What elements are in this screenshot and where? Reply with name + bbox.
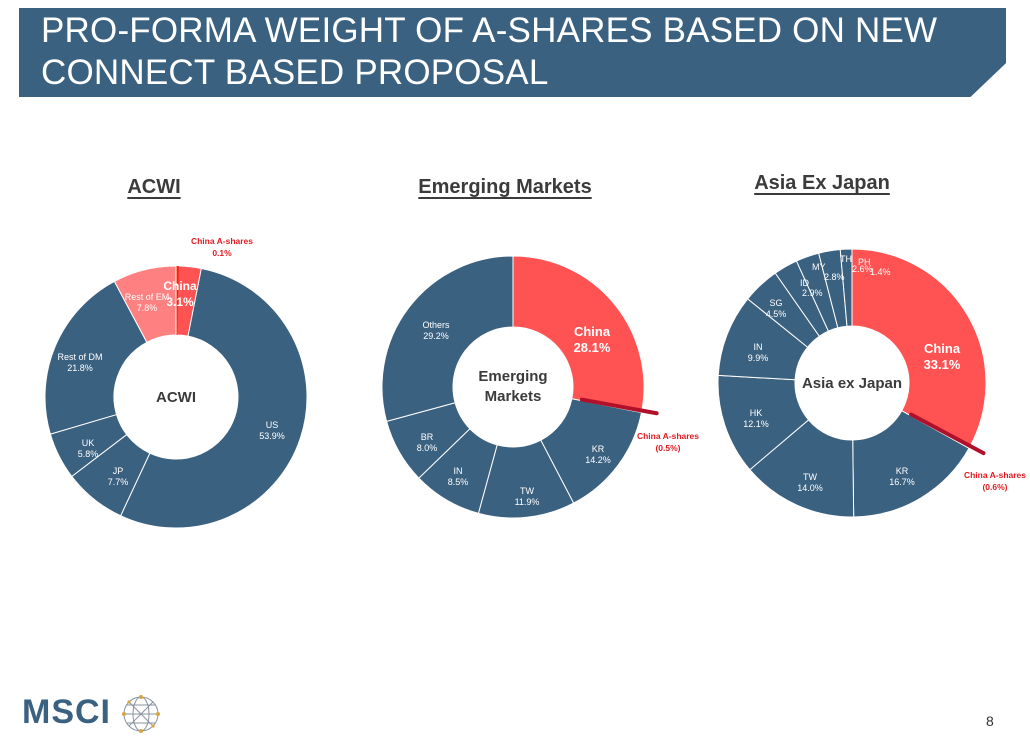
label-hk: HK — [750, 408, 763, 418]
globe-logo-icon — [122, 695, 160, 733]
value-br: 8.0% — [417, 443, 438, 453]
title-banner: PRO-FORMA WEIGHT OF A-SHARES BASED ON NE… — [19, 8, 1006, 97]
slice-china-a-shares — [176, 266, 179, 336]
label-china: China — [163, 279, 197, 293]
slice-kr — [852, 410, 970, 518]
value-kr: 16.7% — [889, 477, 915, 487]
value-us: 53.9% — [259, 431, 285, 441]
center-label-1: Markets — [485, 388, 542, 405]
a-shares-marker — [579, 397, 659, 416]
label-uk: UK — [82, 438, 95, 448]
donut-asia-ex-japan — [717, 248, 987, 518]
label-in: IN — [454, 466, 463, 476]
value-in: 8.5% — [448, 477, 469, 487]
value-my: 2.8% — [824, 272, 845, 282]
a-shares-label: China A-shares — [637, 431, 699, 441]
slice-china — [851, 248, 987, 449]
center-label: ACWI — [156, 389, 196, 406]
center-label: Asia ex Japan — [802, 375, 902, 392]
a-shares-value: 0.1% — [212, 248, 232, 258]
a-shares-label: China A-shares — [964, 470, 1026, 480]
label-id: ID — [800, 278, 810, 288]
chart-title-acwi: ACWI — [127, 176, 181, 198]
value-th: 2.6% — [852, 264, 873, 274]
value-rest-of-dm: 21.8% — [67, 363, 93, 373]
label-others: Others — [422, 320, 450, 330]
label-in: IN — [754, 342, 763, 352]
label-my: MY — [812, 262, 826, 272]
value-uk: 5.8% — [78, 449, 99, 459]
slice-rest-of-dm — [44, 280, 148, 435]
value-sg: 4.5% — [766, 309, 787, 319]
slice-rest-of-em — [113, 265, 177, 343]
label-rest-of-em: Rest of EM — [125, 292, 170, 302]
slice-tw — [749, 419, 855, 518]
a-shares-value: (0.5%) — [655, 443, 680, 453]
slice-us — [119, 267, 308, 529]
chart-title-emerging-markets: Emerging Markets — [418, 176, 592, 198]
center-label-0: Emerging — [478, 368, 547, 385]
label-kr: KR — [896, 466, 909, 476]
slide-title: PRO-FORMA WEIGHT OF A-SHARES BASED ON NE… — [41, 11, 938, 92]
label-br: BR — [421, 432, 434, 442]
a-shares-value: (0.6%) — [982, 482, 1007, 492]
value-in: 9.9% — [748, 353, 769, 363]
label-th: TH — [840, 254, 852, 264]
slice-others — [381, 255, 514, 423]
a-shares-marker — [909, 412, 986, 456]
chart-title-asia-ex-japan: Asia Ex Japan — [754, 172, 890, 194]
donut-emerging-markets — [381, 255, 659, 519]
value-others: 29.2% — [423, 331, 449, 341]
label-jp: JP — [113, 466, 124, 476]
a-shares-label: China A-shares — [191, 236, 253, 246]
label-ph: PH — [858, 257, 871, 267]
slice-ph — [839, 248, 853, 327]
label-kr: KR — [592, 444, 605, 454]
donut-acwi — [44, 265, 308, 529]
label-rest-of-dm: Rest of DM — [57, 352, 102, 362]
value-kr: 14.2% — [585, 455, 611, 465]
value-china: 3.1% — [166, 295, 194, 309]
value-id: 2.9% — [802, 288, 823, 298]
label-china: China — [574, 324, 611, 339]
value-tw: 11.9% — [515, 497, 540, 507]
label-tw: TW — [803, 472, 817, 482]
label-us: US — [266, 420, 279, 430]
value-ph: 1.4% — [870, 267, 891, 277]
label-sg: SG — [769, 298, 782, 308]
label-tw: TW — [520, 486, 534, 496]
value-tw: 14.0% — [797, 483, 823, 493]
value-jp: 7.7% — [108, 477, 129, 487]
label-china: China — [924, 341, 961, 356]
msci-logo: MSCI — [22, 693, 111, 731]
value-china: 28.1% — [574, 340, 611, 355]
value-china: 33.1% — [924, 357, 961, 372]
page-number: 8 — [986, 713, 994, 729]
slice-china — [512, 255, 645, 414]
value-hk: 12.1% — [743, 419, 769, 429]
value-rest-of-em: 7.8% — [137, 303, 158, 313]
